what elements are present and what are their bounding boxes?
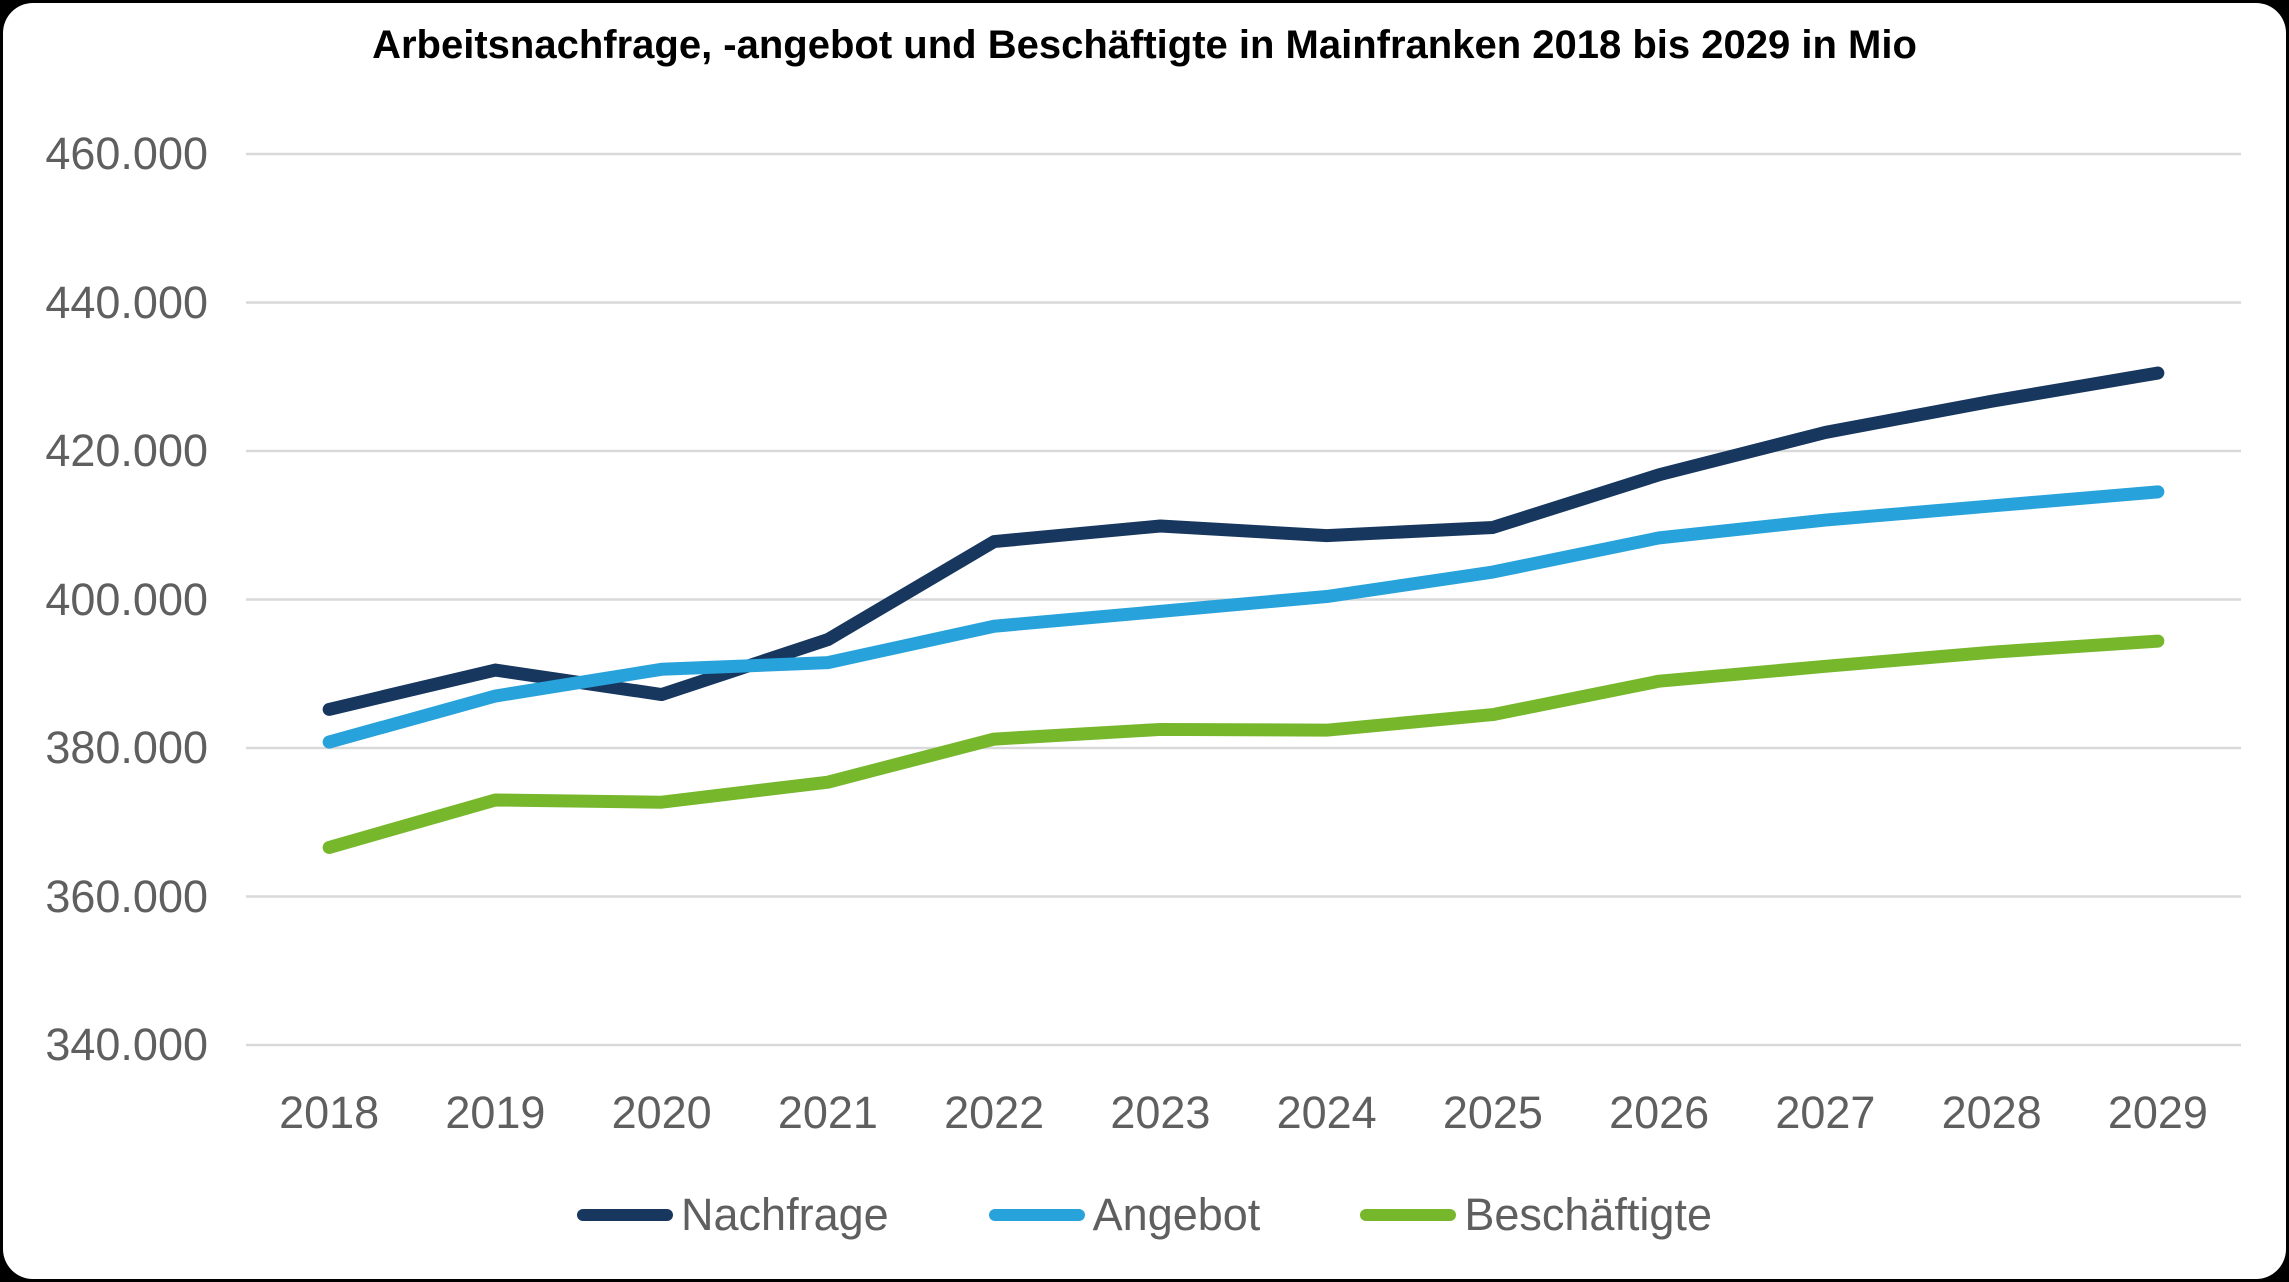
- x-axis-tick-label: 2025: [1442, 1087, 1543, 1138]
- legend-label: Angebot: [1092, 1189, 1261, 1240]
- line-chart-plot: [246, 152, 2241, 1047]
- y-axis-tick-label: 360.000: [45, 870, 208, 922]
- x-axis-tick-label: 2024: [1276, 1087, 1377, 1138]
- series-line-angebot: [322, 485, 2165, 749]
- x-axis-tick-label: 2023: [1110, 1087, 1211, 1138]
- gridlines: [246, 152, 2241, 1047]
- y-axis-tick-label: 460.000: [45, 128, 208, 179]
- legend-label: Beschäftigte: [1464, 1189, 1712, 1240]
- y-axis-tick-label: 380.000: [45, 722, 208, 773]
- series-line-nachfrage: [322, 366, 2165, 716]
- x-axis-tick-label: 2029: [2107, 1087, 2208, 1138]
- y-axis-tick-label: 420.000: [45, 425, 208, 476]
- legend-swatch: [577, 1209, 674, 1221]
- legend-swatch: [1360, 1209, 1457, 1221]
- x-axis-tick-label: 2028: [1941, 1087, 2042, 1138]
- chart-canvas: Arbeitsnachfrage, -angebot und Beschäfti…: [3, 3, 2286, 1279]
- y-axis-tick-label: 340.000: [45, 1019, 208, 1070]
- legend-label: Nachfrage: [681, 1189, 889, 1240]
- series-line-beschäftigte: [322, 634, 2165, 854]
- x-axis-tick-label: 2021: [777, 1087, 878, 1138]
- x-axis-tick-label: 2020: [611, 1087, 712, 1138]
- y-axis-tick-label: 400.000: [45, 573, 208, 625]
- legend-item-nachfrage: Nachfrage: [577, 1189, 889, 1241]
- x-axis-tick-label: 2022: [944, 1087, 1045, 1138]
- x-axis-tick-label: 2027: [1775, 1087, 1876, 1138]
- chart-title: Arbeitsnachfrage, -angebot und Beschäfti…: [372, 23, 1917, 67]
- x-axis-tick-label: 2019: [445, 1087, 546, 1138]
- x-axis-tick-label: 2026: [1609, 1087, 1710, 1138]
- y-axis-tick-label: 440.000: [45, 276, 208, 328]
- legend-item-angebot: Angebot: [988, 1189, 1261, 1241]
- legend-swatch: [988, 1209, 1085, 1221]
- x-axis-tick-label: 2018: [279, 1087, 380, 1138]
- legend-item-beschäftigte: Beschäftigte: [1360, 1189, 1712, 1241]
- chart-legend: Nachfrage Angebot Beschäftigte: [3, 1189, 2286, 1241]
- series-lines: [322, 366, 2165, 854]
